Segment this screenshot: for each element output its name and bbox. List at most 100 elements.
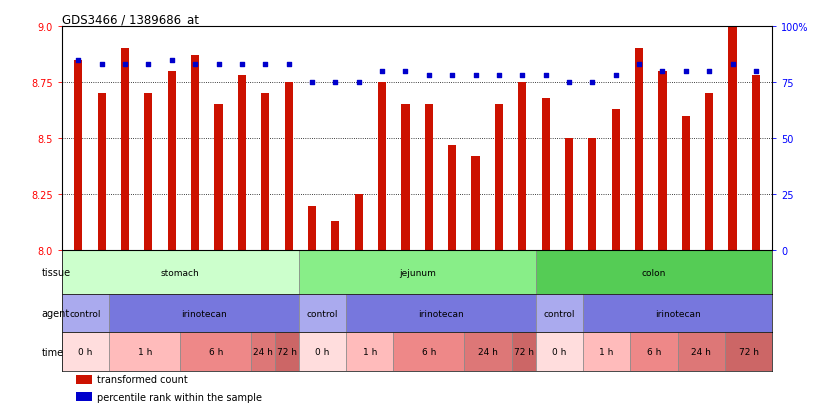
Point xyxy=(586,80,599,86)
Text: 1 h: 1 h xyxy=(138,347,152,356)
Bar xyxy=(677,333,725,371)
Point xyxy=(726,62,739,68)
Point xyxy=(399,68,412,75)
Point xyxy=(422,73,435,79)
Text: 0 h: 0 h xyxy=(78,347,93,356)
Point xyxy=(212,62,225,68)
Text: stomach: stomach xyxy=(161,268,200,277)
Bar xyxy=(308,206,316,251)
Point xyxy=(329,80,342,86)
Bar xyxy=(729,27,737,251)
Point xyxy=(633,62,646,68)
Text: time: time xyxy=(42,347,64,357)
Bar xyxy=(464,333,512,371)
Point xyxy=(306,80,319,86)
Bar xyxy=(354,195,363,251)
Point xyxy=(72,57,85,64)
Bar xyxy=(62,333,109,371)
Bar xyxy=(299,333,346,371)
Text: 6 h: 6 h xyxy=(647,347,661,356)
Text: control: control xyxy=(544,309,575,318)
Text: 1 h: 1 h xyxy=(363,347,377,356)
Text: irinotecan: irinotecan xyxy=(181,309,227,318)
Bar xyxy=(472,157,480,251)
Text: GDS3466 / 1389686_at: GDS3466 / 1389686_at xyxy=(62,13,199,26)
Bar xyxy=(752,76,760,251)
Bar xyxy=(76,375,92,384)
Point xyxy=(235,62,249,68)
Point xyxy=(492,73,506,79)
Text: agent: agent xyxy=(42,309,70,318)
Bar xyxy=(448,145,456,251)
Point xyxy=(563,80,576,86)
Bar xyxy=(275,333,299,371)
Text: 6 h: 6 h xyxy=(422,347,436,356)
Point xyxy=(445,73,458,79)
Text: control: control xyxy=(70,309,102,318)
Text: 72 h: 72 h xyxy=(514,347,534,356)
Bar xyxy=(145,94,153,251)
Bar xyxy=(583,333,630,371)
Bar xyxy=(299,294,346,333)
Bar xyxy=(191,56,199,251)
Text: 1 h: 1 h xyxy=(600,347,614,356)
Bar xyxy=(109,333,180,371)
Point xyxy=(469,73,482,79)
Point xyxy=(749,68,762,75)
Text: 24 h: 24 h xyxy=(691,347,711,356)
Point xyxy=(515,73,529,79)
Bar xyxy=(518,83,526,251)
Bar xyxy=(109,294,299,333)
Bar xyxy=(346,333,393,371)
Bar xyxy=(725,333,772,371)
Bar xyxy=(331,222,339,251)
Bar xyxy=(238,76,246,251)
Text: 0 h: 0 h xyxy=(552,347,567,356)
Bar xyxy=(62,251,299,294)
Point xyxy=(118,62,131,68)
Text: jejunum: jejunum xyxy=(399,268,435,277)
Bar xyxy=(284,83,292,251)
Point xyxy=(703,68,716,75)
Bar xyxy=(535,333,583,371)
Bar xyxy=(62,294,109,333)
Bar xyxy=(251,333,275,371)
Text: irinotecan: irinotecan xyxy=(655,309,700,318)
Text: 24 h: 24 h xyxy=(478,347,498,356)
Text: 72 h: 72 h xyxy=(738,347,758,356)
Bar xyxy=(565,139,573,251)
Text: 0 h: 0 h xyxy=(316,347,330,356)
Text: tissue: tissue xyxy=(42,268,71,278)
Text: control: control xyxy=(306,309,338,318)
Bar xyxy=(658,71,667,251)
Point xyxy=(609,73,622,79)
Bar xyxy=(378,83,387,251)
Bar xyxy=(583,294,772,333)
Text: percentile rank within the sample: percentile rank within the sample xyxy=(97,392,263,402)
Bar xyxy=(168,71,176,251)
Bar xyxy=(705,94,714,251)
Bar xyxy=(261,94,269,251)
Bar xyxy=(401,105,410,251)
Bar xyxy=(512,333,535,371)
Point xyxy=(259,62,272,68)
Text: transformed count: transformed count xyxy=(97,374,188,385)
Bar xyxy=(535,294,583,333)
Point xyxy=(539,73,553,79)
Bar xyxy=(121,49,129,251)
Bar xyxy=(495,105,503,251)
Point xyxy=(656,68,669,75)
Text: 6 h: 6 h xyxy=(209,347,223,356)
Bar xyxy=(97,94,106,251)
Bar xyxy=(681,116,690,251)
Bar xyxy=(425,105,433,251)
Point xyxy=(352,80,365,86)
Text: 24 h: 24 h xyxy=(254,347,273,356)
Text: colon: colon xyxy=(642,268,666,277)
Bar xyxy=(635,49,643,251)
Bar xyxy=(215,105,222,251)
Bar xyxy=(180,333,251,371)
Text: 72 h: 72 h xyxy=(277,347,297,356)
Point xyxy=(282,62,295,68)
Point xyxy=(165,57,178,64)
